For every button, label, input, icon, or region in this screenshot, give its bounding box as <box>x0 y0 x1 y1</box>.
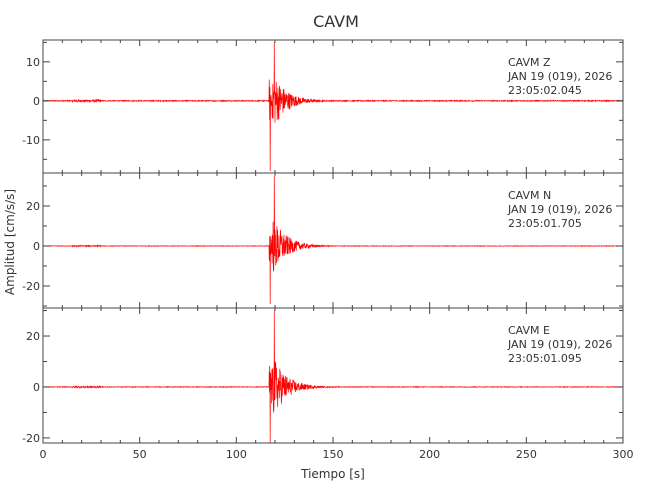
x-tick-label: 300 <box>613 448 634 461</box>
station-label: CAVM E <box>508 324 550 337</box>
waveform-n <box>42 175 624 305</box>
y-tick-label: 0 <box>33 240 40 253</box>
y-tick-label: -20 <box>22 280 40 293</box>
x-axis-label: Tiempo [s] <box>300 467 365 481</box>
station-label: CAVM N <box>508 189 551 202</box>
x-tick-label: 250 <box>516 448 537 461</box>
time-label: 23:05:02.045 <box>508 84 582 97</box>
date-label: JAN 19 (019), 2026 <box>507 70 612 83</box>
y-tick-label: -20 <box>22 432 40 445</box>
y-tick-label: 20 <box>26 330 40 343</box>
chart-title: CAVM <box>313 12 359 31</box>
x-tick-label: 100 <box>226 448 247 461</box>
waveform-z <box>42 42 624 172</box>
y-axis-label: Amplitud [cm/s/s] <box>3 189 17 295</box>
y-tick-label: 0 <box>33 381 40 394</box>
waveform-e <box>42 310 624 444</box>
x-tick-label: 150 <box>323 448 344 461</box>
date-label: JAN 19 (019), 2026 <box>507 203 612 216</box>
x-tick-label: 50 <box>133 448 147 461</box>
time-label: 23:05:01.095 <box>508 352 582 365</box>
time-label: 23:05:01.705 <box>508 217 582 230</box>
y-tick-label: 10 <box>26 56 40 69</box>
y-tick-label: -10 <box>22 134 40 147</box>
x-tick-label: 0 <box>40 448 47 461</box>
x-tick-label: 200 <box>419 448 440 461</box>
y-tick-label: 20 <box>26 200 40 213</box>
station-label: CAVM Z <box>508 56 551 69</box>
date-label: JAN 19 (019), 2026 <box>507 338 612 351</box>
y-tick-label: 0 <box>33 95 40 108</box>
